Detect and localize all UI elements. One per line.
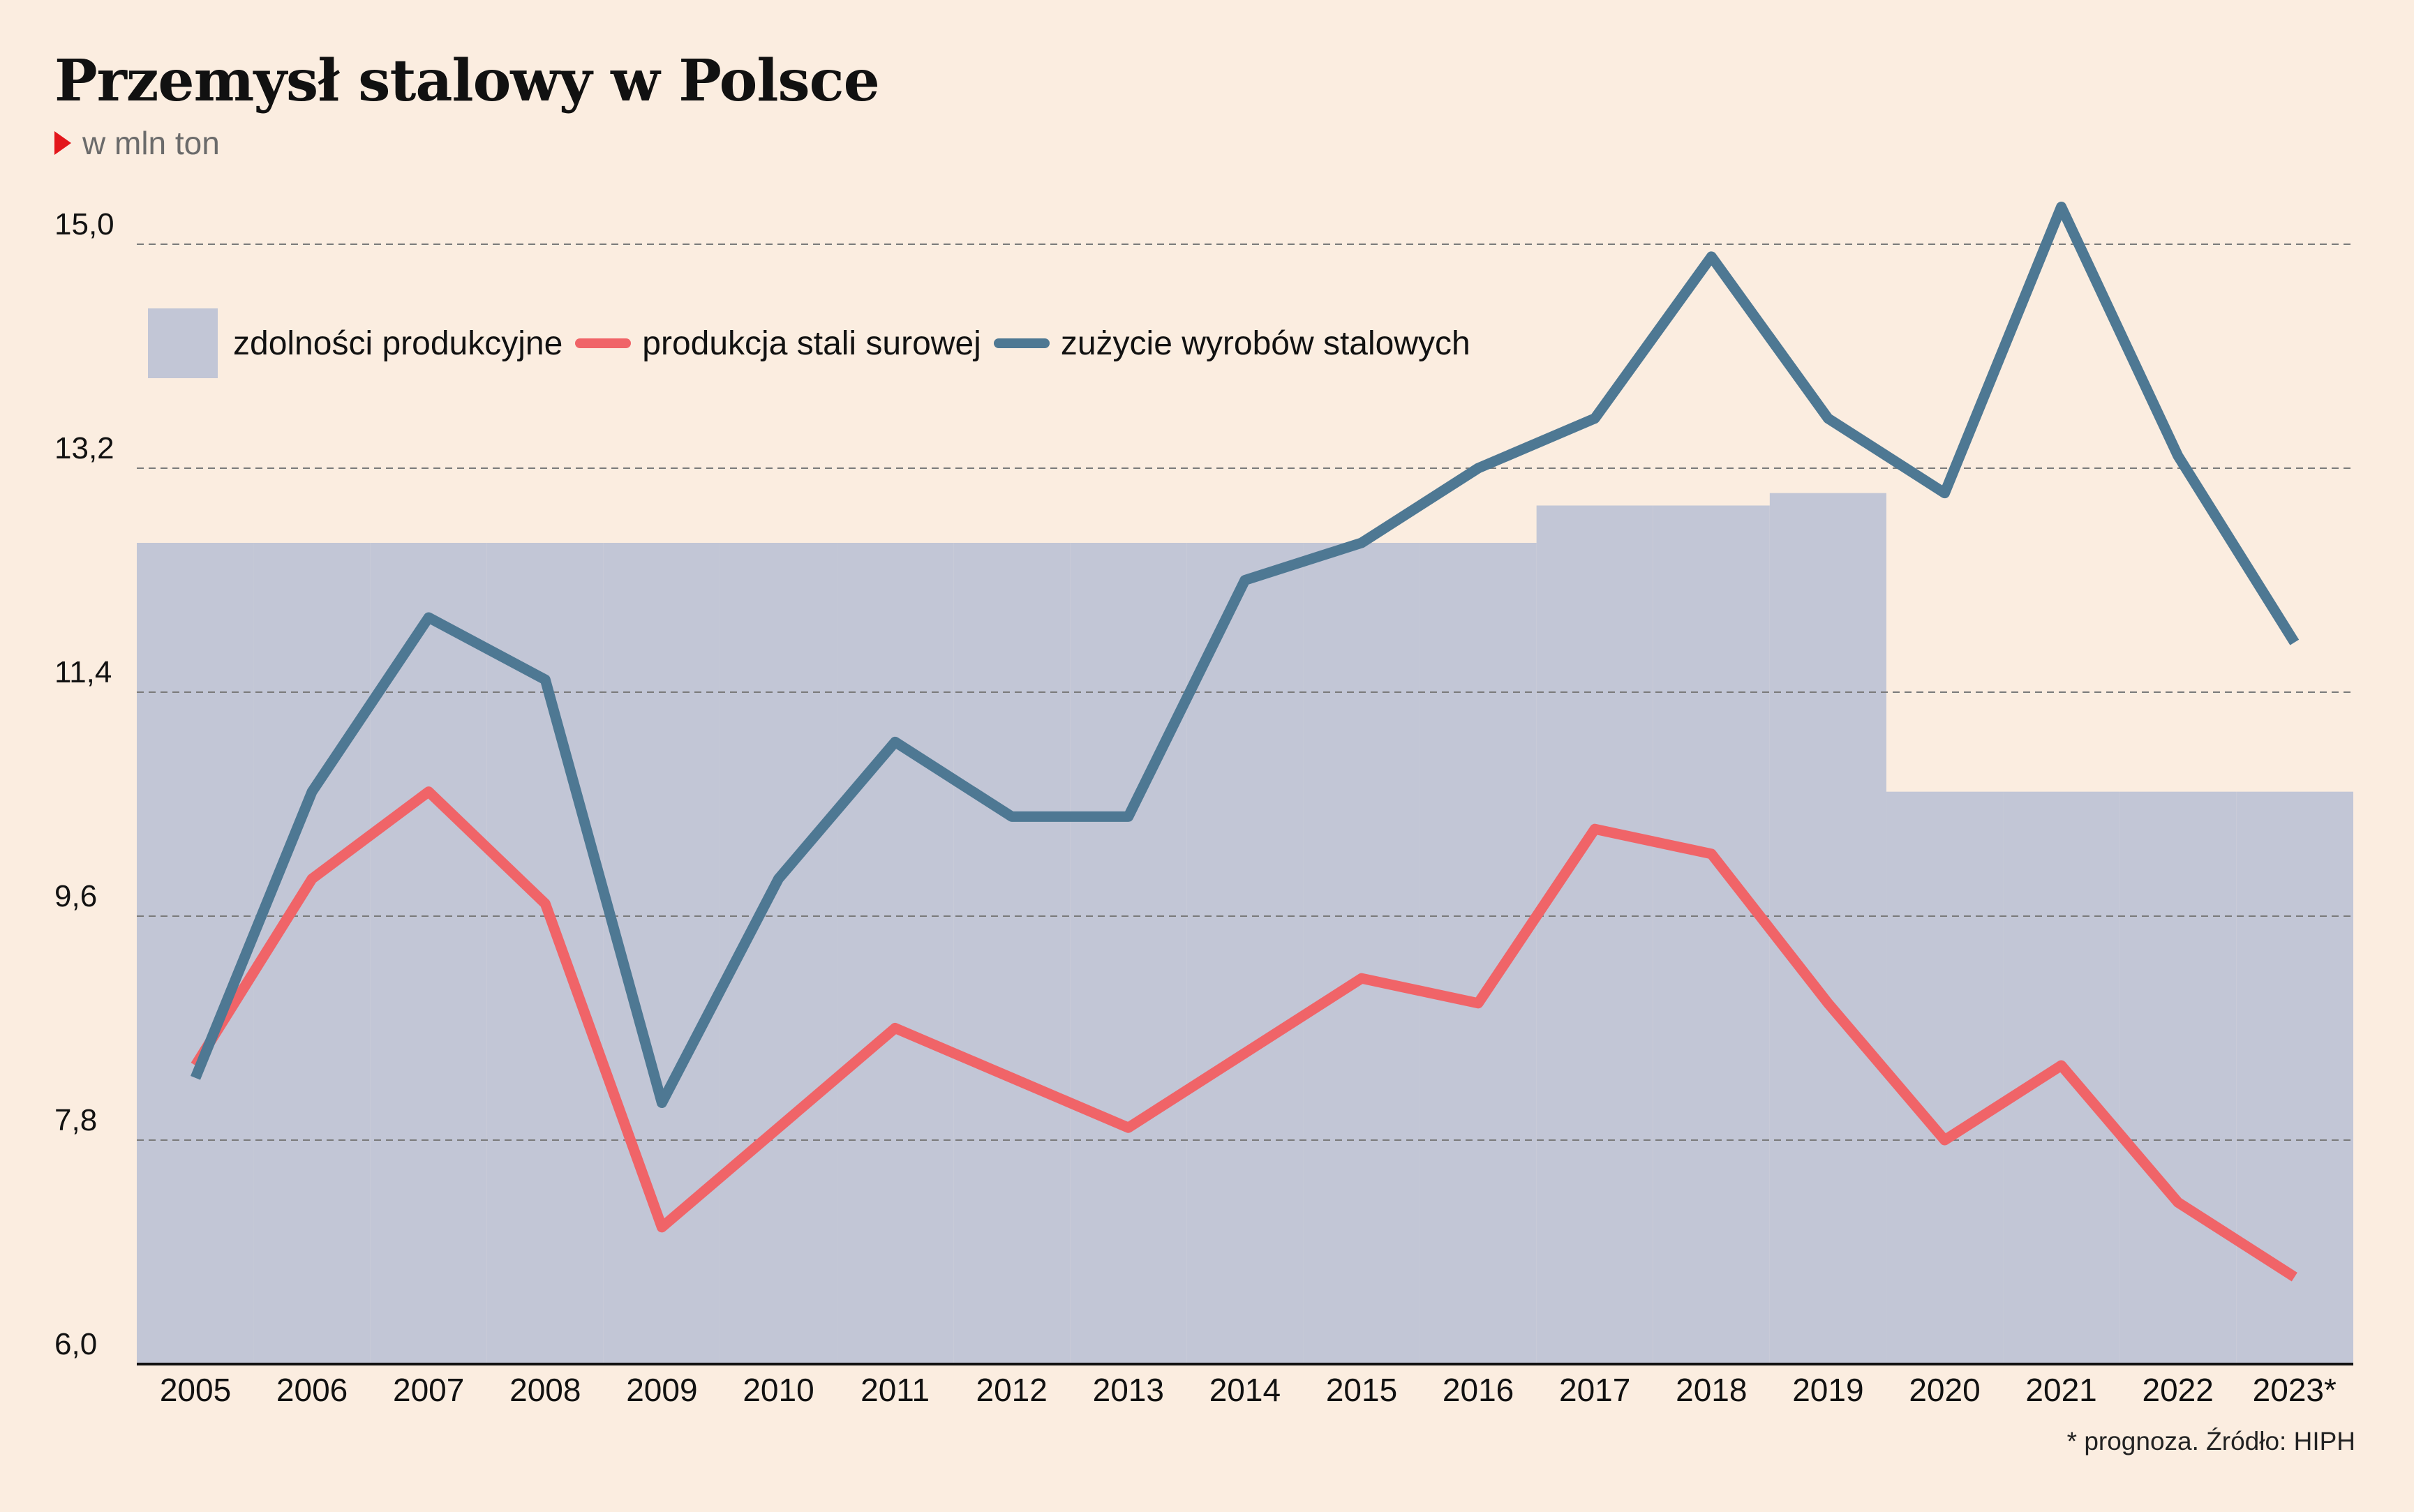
capacity-area-segment	[1070, 543, 1187, 1364]
y-tick-label: 11,4	[54, 655, 112, 689]
capacity-area-segment	[2003, 791, 2120, 1364]
capacity-area-segment	[1420, 543, 1537, 1364]
x-tick-label: 2023*	[2253, 1372, 2337, 1408]
legend-swatch-consumption	[993, 338, 1050, 348]
legend-label-capacity: zdolności produkcyjne	[233, 324, 563, 362]
x-tick-label: 2014	[1209, 1372, 1281, 1408]
gridlines	[137, 244, 2353, 1141]
y-tick-label: 9,6	[54, 879, 97, 913]
chart-title: Przemysł stalowy w Polsce	[54, 47, 880, 114]
x-axis-ticks: 2005 2006 2007 2008 2009 2010 2011 2012 2013 2014…	[160, 1372, 2337, 1408]
chart-subtitle: w mln ton	[54, 124, 220, 162]
x-tick-label: 2012	[976, 1372, 1048, 1408]
x-tick-label: 2016	[1443, 1372, 1514, 1408]
x-tick-label: 2020	[1909, 1372, 1980, 1408]
legend-swatch-production	[575, 338, 632, 348]
production-line	[191, 786, 2297, 1282]
x-tick-label: 2011	[860, 1372, 930, 1408]
x-tick-label: 2005	[160, 1372, 231, 1408]
x-tick-label: 2008	[509, 1372, 581, 1408]
x-tick-label: 2017	[1559, 1372, 1630, 1408]
capacity-area-segment	[2119, 791, 2237, 1364]
capacity-area-segment	[137, 543, 254, 1364]
legend-item-production: produkcja stali surowej	[575, 324, 981, 363]
legend-label-consumption: zużycie wyrobów stalowych	[1060, 324, 1470, 362]
x-tick-label: 2010	[743, 1372, 814, 1408]
capacity-area-segment	[1769, 493, 1886, 1364]
capacity-area-segment	[370, 543, 487, 1364]
y-tick-label: 6,0	[54, 1327, 97, 1361]
capacity-area-segment	[953, 543, 1071, 1364]
x-tick-label: 2013	[1093, 1372, 1164, 1408]
capacity-area-segment	[1186, 543, 1304, 1364]
subtitle-text: w mln ton	[82, 125, 220, 161]
legend: zdolności produkcyjne produkcja stali su…	[148, 308, 1483, 378]
source-note: * prognoza. Źródło: HIPH	[2066, 1427, 2355, 1455]
x-tick-label: 2009	[626, 1372, 697, 1408]
x-tick-label: 2021	[2025, 1372, 2096, 1408]
legend-swatch-capacity	[148, 308, 218, 378]
capacity-area-segment	[1653, 505, 1770, 1364]
y-axis-ticks: 6,0 7,8 9,6 11,4 13,2 15,0	[54, 207, 114, 1361]
consumption-line	[191, 202, 2300, 1108]
capacity-area-segment	[486, 543, 604, 1364]
x-tick-label: 2019	[1792, 1372, 1863, 1408]
capacity-area-layer	[137, 493, 2353, 1364]
capacity-area-segment	[2236, 791, 2353, 1364]
capacity-area-segment	[253, 543, 371, 1364]
x-tick-label: 2022	[2143, 1372, 2214, 1408]
capacity-area-segment	[1536, 505, 1653, 1364]
x-tick-label: 2007	[393, 1372, 464, 1408]
y-tick-label: 7,8	[54, 1103, 97, 1137]
x-tick-label: 2018	[1676, 1372, 1747, 1408]
legend-label-production: produkcja stali surowej	[642, 324, 981, 362]
legend-item-consumption: zużycie wyrobów stalowych	[993, 324, 1470, 363]
capacity-area-segment	[1886, 791, 2004, 1364]
x-tick-label: 2015	[1326, 1372, 1397, 1408]
triangle-marker-icon	[54, 131, 71, 155]
y-tick-label: 15,0	[54, 207, 114, 241]
series-lines	[191, 202, 2300, 1282]
capacity-area-segment	[1303, 543, 1420, 1364]
capacity-area-segment	[837, 543, 954, 1364]
legend-item-capacity: zdolności produkcyjne	[148, 308, 562, 378]
x-tick-label: 2006	[276, 1372, 348, 1408]
y-tick-label: 13,2	[54, 431, 114, 465]
